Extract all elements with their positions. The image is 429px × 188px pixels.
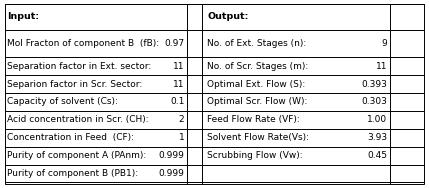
Text: 0.1: 0.1: [170, 98, 184, 106]
Text: 1: 1: [179, 133, 184, 142]
Text: 1.00: 1.00: [367, 115, 387, 124]
Text: 11: 11: [173, 80, 184, 89]
Text: Solvent Flow Rate(Vs):: Solvent Flow Rate(Vs):: [207, 133, 309, 142]
Text: Purity of component A (PAnm):: Purity of component A (PAnm):: [7, 151, 146, 160]
Text: 0.999: 0.999: [159, 169, 184, 178]
Text: 2: 2: [179, 115, 184, 124]
Text: Mol Fracton of component B  (fB):: Mol Fracton of component B (fB):: [7, 39, 159, 48]
Text: Optimal Scr. Flow (W):: Optimal Scr. Flow (W):: [207, 98, 307, 106]
Text: Feed Flow Rate (VF):: Feed Flow Rate (VF):: [207, 115, 299, 124]
Text: Separion factor in Scr. Sector:: Separion factor in Scr. Sector:: [7, 80, 142, 89]
Text: No. of Ext. Stages (n):: No. of Ext. Stages (n):: [207, 39, 306, 48]
Text: 0.97: 0.97: [164, 39, 184, 48]
Text: 0.303: 0.303: [362, 98, 387, 106]
Text: Acid concentration in Scr. (CH):: Acid concentration in Scr. (CH):: [7, 115, 148, 124]
Text: Purity of component B (PB1):: Purity of component B (PB1):: [7, 169, 138, 178]
Text: Optimal Ext. Flow (S):: Optimal Ext. Flow (S):: [207, 80, 305, 89]
Text: 11: 11: [173, 62, 184, 71]
Text: Output:: Output:: [207, 12, 248, 21]
Text: 0.45: 0.45: [367, 151, 387, 160]
Text: 11: 11: [376, 62, 387, 71]
Text: Capacity of solvent (Cs):: Capacity of solvent (Cs):: [7, 98, 118, 106]
Text: 0.999: 0.999: [159, 151, 184, 160]
Text: No. of Scr. Stages (m):: No. of Scr. Stages (m):: [207, 62, 308, 71]
Text: Concentration in Feed  (CF):: Concentration in Feed (CF):: [7, 133, 134, 142]
Text: 9: 9: [382, 39, 387, 48]
Text: 3.93: 3.93: [367, 133, 387, 142]
Text: Scrubbing Flow (Vw):: Scrubbing Flow (Vw):: [207, 151, 302, 160]
Text: 0.393: 0.393: [362, 80, 387, 89]
Text: Separation factor in Ext. sector:: Separation factor in Ext. sector:: [7, 62, 151, 71]
Text: Input:: Input:: [7, 12, 39, 21]
